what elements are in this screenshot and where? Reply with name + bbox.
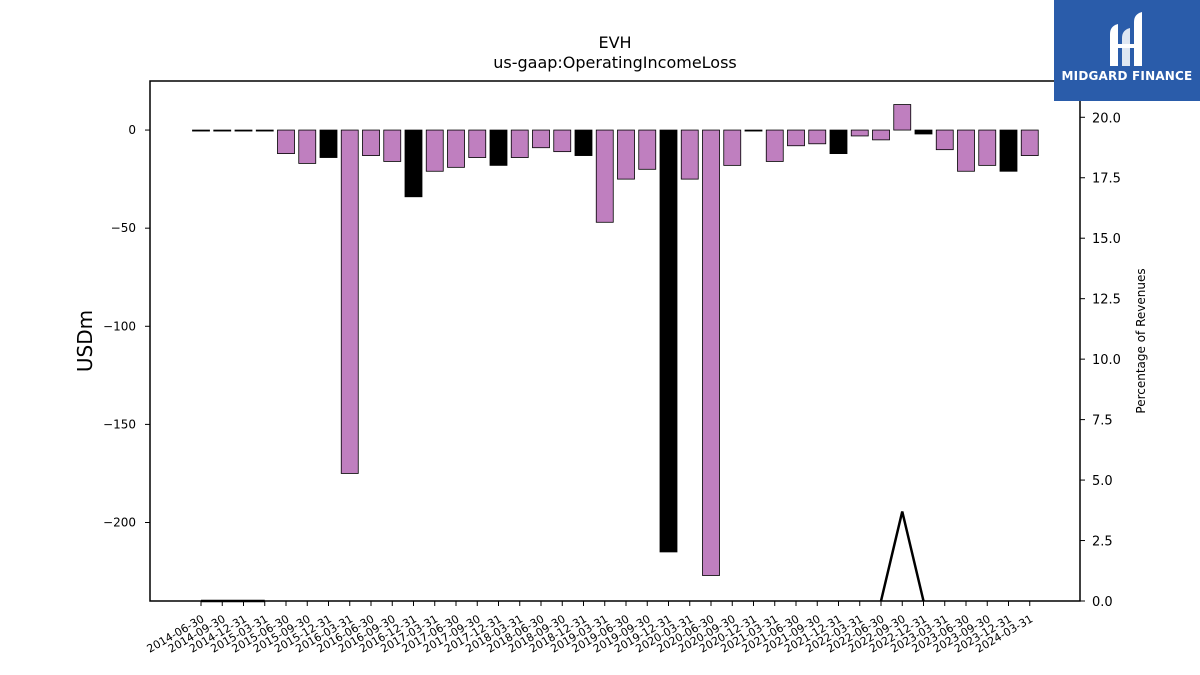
bar bbox=[935, 129, 954, 151]
y2-tick-label: 5.0 bbox=[1092, 474, 1113, 489]
chart-subtitle: us-gaap:OperatingIncomeLoss bbox=[493, 53, 737, 72]
bar bbox=[277, 129, 295, 155]
y2-axis-label: Percentage of Revenues bbox=[1134, 268, 1148, 413]
bar bbox=[999, 129, 1018, 172]
bar bbox=[893, 104, 912, 131]
bar bbox=[489, 129, 508, 166]
chart-title: EVH bbox=[598, 33, 631, 52]
bar bbox=[957, 129, 975, 172]
bar bbox=[978, 129, 997, 166]
bar bbox=[765, 129, 784, 162]
x-axis-ticks: 2014-06-302014-09-302014-12-312015-03-31… bbox=[145, 601, 1035, 656]
bar bbox=[659, 129, 678, 553]
plot-frame bbox=[149, 80, 1081, 602]
midgard-logo-icon bbox=[1110, 12, 1142, 66]
right-axis-ticks: 0.0 2.5 5.0 7.5 10.0 12.5 15.0 17.5 20.0 bbox=[1080, 111, 1121, 610]
y-tick-label: −100 bbox=[103, 319, 136, 333]
y-tick-label: −150 bbox=[103, 417, 136, 431]
bars-group bbox=[192, 104, 1039, 576]
bar bbox=[872, 129, 890, 141]
y-tick-label: −50 bbox=[111, 221, 136, 235]
logo-text: MIDGARD FINANCE bbox=[1061, 69, 1193, 83]
bar bbox=[468, 129, 487, 158]
bar bbox=[702, 129, 720, 576]
y2-tick-label: 20.0 bbox=[1092, 111, 1121, 126]
bar bbox=[532, 129, 550, 149]
bar bbox=[234, 129, 253, 132]
bar bbox=[319, 129, 338, 158]
y-tick-label: −200 bbox=[103, 516, 136, 530]
percentage-line bbox=[879, 511, 925, 602]
y-axis-label: USDm bbox=[73, 310, 97, 372]
bar bbox=[680, 129, 699, 180]
bar bbox=[595, 129, 614, 223]
percentage-line-group bbox=[201, 511, 925, 603]
y2-tick-label: 10.0 bbox=[1092, 353, 1121, 368]
bar bbox=[723, 129, 742, 166]
bar bbox=[404, 129, 423, 198]
bar bbox=[362, 129, 380, 156]
bar bbox=[638, 129, 657, 170]
y2-tick-label: 15.0 bbox=[1092, 232, 1121, 247]
bar bbox=[808, 129, 827, 145]
bar bbox=[510, 129, 529, 158]
bar bbox=[553, 129, 572, 153]
bar bbox=[787, 129, 805, 147]
bar bbox=[383, 129, 402, 162]
bar bbox=[829, 129, 848, 155]
y2-tick-label: 7.5 bbox=[1092, 414, 1113, 429]
bar bbox=[617, 129, 635, 180]
bar bbox=[850, 129, 869, 137]
bar bbox=[744, 129, 763, 132]
bar bbox=[255, 129, 274, 132]
bar bbox=[574, 129, 593, 156]
bar bbox=[340, 129, 359, 474]
bar bbox=[298, 129, 317, 164]
y2-tick-label: 17.5 bbox=[1092, 172, 1121, 187]
left-axis-ticks: 0 −50 −100 −150 −200 bbox=[103, 123, 150, 530]
y2-tick-label: 0.0 bbox=[1092, 595, 1113, 610]
bar bbox=[192, 129, 210, 132]
bar bbox=[914, 129, 933, 135]
bar bbox=[213, 129, 232, 132]
bar bbox=[447, 129, 465, 168]
bar bbox=[425, 129, 444, 172]
y2-tick-label: 12.5 bbox=[1092, 293, 1121, 308]
y2-tick-label: 2.5 bbox=[1092, 535, 1113, 550]
bar bbox=[1020, 129, 1039, 156]
midgard-finance-logo: MIDGARD FINANCE bbox=[1054, 0, 1200, 101]
y-tick-label: 0 bbox=[128, 123, 136, 137]
